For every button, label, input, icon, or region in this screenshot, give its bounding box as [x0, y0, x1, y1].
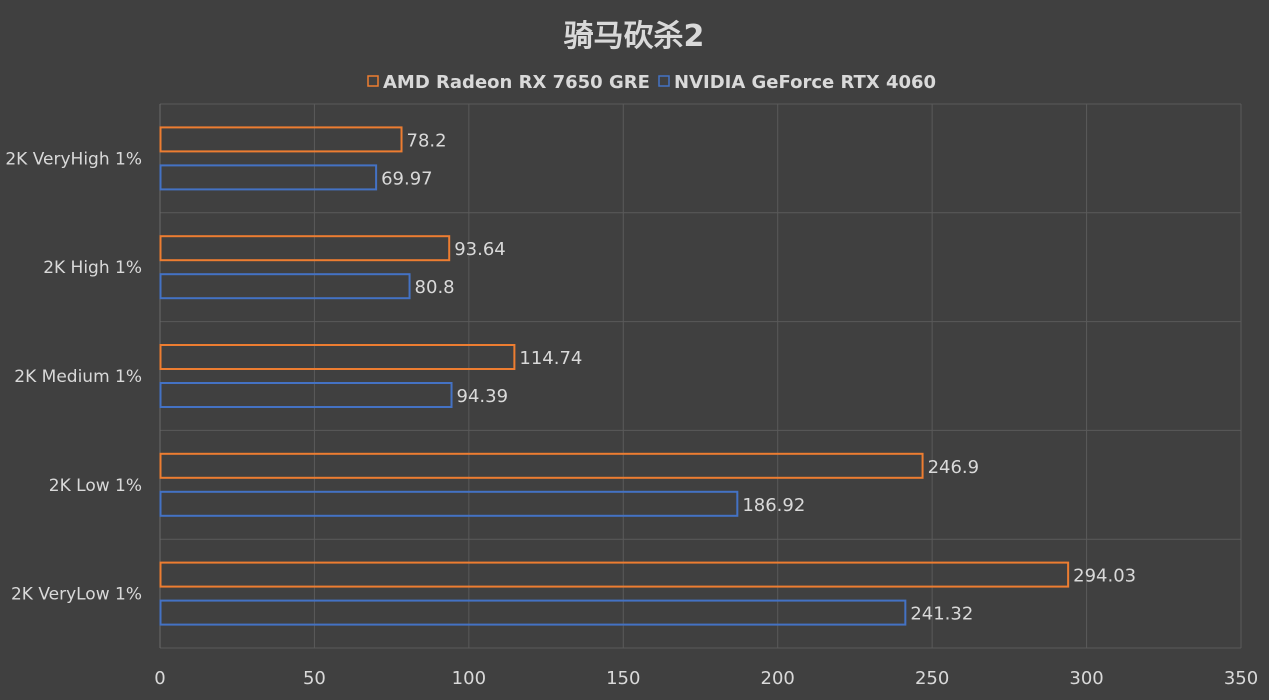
- data-label: 93.64: [454, 239, 506, 260]
- data-label: 78.2: [407, 130, 447, 151]
- data-label: 294.03: [1073, 566, 1136, 587]
- bar: [159, 273, 411, 300]
- bar: [159, 561, 1070, 588]
- x-tick-label: 200: [761, 668, 795, 689]
- category-label: 2K VeryLow 1%: [11, 585, 142, 605]
- category-label: 2K VeryHigh 1%: [5, 149, 142, 169]
- bar: [159, 452, 924, 479]
- x-tick-label: 100: [452, 668, 486, 689]
- x-tick-label: 150: [606, 668, 640, 689]
- chart-title: 骑马砍杀2: [564, 19, 705, 54]
- data-label: 69.97: [381, 168, 433, 189]
- category-label: 2K Medium 1%: [14, 367, 142, 387]
- legend-label: AMD Radeon RX 7650 GRE: [383, 72, 650, 93]
- category-label: 2K High 1%: [43, 258, 142, 278]
- bar: [159, 382, 453, 408]
- data-labels: 78.2 69.97 93.64 80.8 114.74 94.39 246.9 186.92…: [381, 130, 1136, 624]
- bar: [159, 235, 451, 262]
- data-label: 186.92: [742, 495, 805, 516]
- data-label: 246.9: [928, 457, 980, 478]
- x-tick-label: 0: [154, 668, 165, 689]
- data-label: 241.32: [910, 604, 973, 625]
- x-tick-label: 250: [915, 668, 949, 689]
- x-tick-label: 350: [1224, 668, 1258, 689]
- gridlines: [159, 103, 1242, 649]
- legend-swatch: [367, 75, 379, 87]
- bar: [159, 164, 378, 191]
- bars: [159, 126, 1070, 626]
- legend-swatch: [658, 75, 670, 87]
- legend: AMD Radeon RX 7650 GRE NVIDIA GeForce RTX…: [367, 72, 936, 93]
- bar: [159, 599, 907, 626]
- x-tick-label: 300: [1069, 668, 1103, 689]
- data-label: 114.74: [519, 348, 582, 369]
- bar: [159, 126, 403, 153]
- x-axis-ticks: 0 50 100 150 200 250 300 350: [154, 668, 1258, 689]
- bar: [159, 344, 516, 370]
- data-label: 94.39: [457, 386, 509, 407]
- x-tick-label: 50: [303, 668, 326, 689]
- bar: [159, 490, 739, 517]
- category-labels: 2K VeryHigh 1% 2K High 1% 2K Medium 1% 2K L…: [5, 149, 142, 604]
- data-label: 80.8: [415, 277, 455, 298]
- category-label: 2K Low 1%: [49, 476, 142, 496]
- legend-label: NVIDIA GeForce RTX 4060: [674, 72, 936, 93]
